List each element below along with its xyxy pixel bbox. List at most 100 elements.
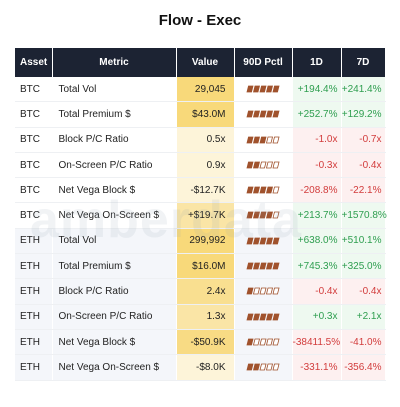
pctl-cell (234, 127, 293, 153)
value-cell: 29,045 (176, 77, 235, 103)
pctl-cell (234, 152, 293, 179)
header-cell: Metric (52, 48, 177, 77)
pctl-segment (265, 136, 274, 143)
value-cell: 299,992 (176, 228, 235, 255)
pctl-segment (252, 363, 261, 371)
value-cell: 0.5x (176, 127, 235, 153)
asset-cell: BTC (15, 127, 53, 153)
pctl-segment (272, 136, 280, 143)
pctl-segment (265, 313, 274, 321)
change-cell: +194.4% (292, 77, 342, 103)
pctl-segment (252, 186, 261, 194)
pctl-segment (246, 237, 254, 245)
asset-cell: BTC (15, 152, 53, 179)
change-cell: -356.4% (341, 354, 386, 381)
asset-cell: ETH (15, 304, 53, 330)
pctl-segment (265, 338, 274, 346)
metric-cell: Net Vega On-Screen $ (52, 202, 177, 229)
change-cell: +2.1x (341, 304, 386, 330)
row: ETH Block P/C Ratio 2.4x -0.4x -0.4x (15, 278, 386, 305)
asset-cell: BTC (15, 101, 53, 128)
change-cell: -0.3x (292, 152, 342, 179)
metric-cell: Total Vol (52, 77, 177, 103)
pctl-segment (265, 85, 274, 93)
change-cell: +0.3x (292, 304, 342, 330)
header-cell: Asset (15, 48, 53, 77)
pctl-bar (246, 85, 280, 93)
pctl-bar (246, 262, 280, 270)
pctl-cell (234, 77, 293, 103)
pctl-segment (246, 262, 254, 270)
pctl-segment (265, 110, 274, 118)
change-cell: +745.3% (292, 253, 342, 280)
row: ETH On-Screen P/C Ratio 1.3x +0.3x +2.1x (15, 304, 386, 330)
asset-cell: ETH (15, 253, 53, 280)
asset-cell: ETH (15, 278, 53, 305)
change-cell: +1570.8% (341, 202, 387, 229)
pctl-segment (265, 186, 274, 194)
metric-cell: Net Vega Block $ (52, 177, 177, 204)
pctl-cell (234, 177, 293, 204)
pctl-segment (259, 237, 267, 245)
pctl-bar (246, 313, 280, 321)
pctl-segment (259, 85, 267, 93)
metric-cell: On-Screen P/C Ratio (52, 304, 177, 330)
pctl-cell (234, 354, 293, 381)
pctl-segment (259, 262, 267, 270)
pctl-segment (252, 110, 261, 118)
asset-cell: BTC (15, 202, 53, 229)
pctl-segment (272, 313, 280, 321)
pctl-segment (272, 262, 280, 270)
pctl-segment (246, 186, 254, 194)
pctl-segment (272, 186, 280, 194)
pctl-segment (265, 262, 274, 270)
pctl-cell (234, 329, 293, 356)
metric-cell: Net Vega Block $ (52, 329, 177, 356)
pctl-bar (246, 363, 280, 371)
value-cell: -$12.7K (176, 177, 235, 204)
header-cell: 1D (292, 48, 342, 77)
change-cell: -22.1% (341, 177, 386, 204)
pctl-segment (252, 313, 261, 321)
change-cell: +213.7% (292, 202, 342, 229)
pctl-segment (259, 136, 267, 143)
pctl-cell (234, 202, 293, 229)
pctl-segment (259, 212, 267, 219)
header-row: Asset Metric Value 90D Pctl 1D 7D (15, 48, 386, 77)
change-cell: -38411.5% (292, 329, 342, 356)
pctl-segment (259, 161, 267, 169)
pctl-segment (265, 363, 274, 371)
change-cell: +241.4% (341, 77, 386, 103)
pctl-segment (246, 212, 254, 219)
change-cell: -208.8% (292, 177, 342, 204)
pctl-bar (246, 212, 280, 219)
asset-cell: ETH (15, 329, 53, 356)
header-cell: 7D (341, 48, 386, 77)
row: BTC On-Screen P/C Ratio 0.9x -0.3x -0.4x (15, 152, 386, 179)
pctl-segment (252, 136, 261, 143)
pctl-segment (265, 237, 274, 245)
pctl-segment (272, 237, 280, 245)
pctl-segment (252, 262, 261, 270)
change-cell: -0.4x (292, 278, 342, 305)
change-cell: +325.0% (341, 253, 386, 280)
change-cell: -1.0x (292, 127, 342, 153)
pctl-segment (259, 287, 267, 295)
pctl-segment (252, 338, 261, 346)
metric-cell: On-Screen P/C Ratio (52, 152, 177, 179)
row: BTC Net Vega On-Screen $ +$19.7K +213.7% +15… (15, 202, 387, 229)
value-cell: 1.3x (176, 304, 235, 330)
value-cell: 2.4x (176, 278, 235, 305)
pctl-cell (234, 253, 293, 280)
metric-cell: Total Premium $ (52, 253, 177, 280)
flow-table: Asset Metric Value 90D Pctl 1D 7D BTC Total Vo… (15, 48, 387, 381)
change-cell: -0.4x (341, 152, 386, 179)
pctl-segment (272, 85, 280, 93)
pctl-segment (252, 237, 261, 245)
pctl-bar (246, 161, 280, 169)
value-cell: -$8.0K (176, 354, 235, 381)
pctl-cell (234, 228, 293, 255)
pctl-segment (259, 338, 267, 346)
metric-cell: Block P/C Ratio (52, 127, 177, 153)
